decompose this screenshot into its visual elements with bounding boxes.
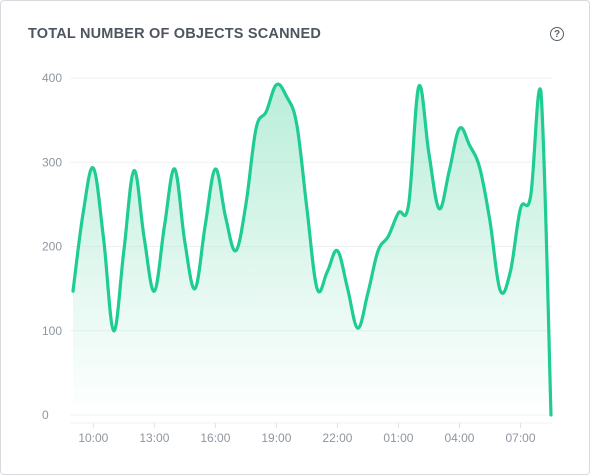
data-point[interactable] — [202, 222, 208, 228]
data-point[interactable] — [121, 248, 127, 254]
data-point[interactable] — [395, 210, 401, 216]
x-tick-label: 01:00 — [383, 431, 413, 445]
data-point[interactable] — [284, 94, 290, 100]
x-tick-label: 19:00 — [261, 431, 291, 445]
data-point[interactable] — [172, 166, 178, 172]
question-circle-icon[interactable]: ? — [550, 27, 564, 41]
data-point[interactable] — [70, 288, 76, 294]
data-point[interactable] — [375, 248, 381, 254]
x-tick-label: 16:00 — [200, 431, 230, 445]
x-tick-label: 13:00 — [139, 431, 169, 445]
data-point[interactable] — [426, 151, 432, 157]
y-tick-label: 200 — [42, 240, 62, 254]
data-point[interactable] — [162, 222, 168, 228]
data-point[interactable] — [548, 412, 554, 418]
data-point[interactable] — [273, 82, 279, 88]
data-point[interactable] — [436, 206, 442, 212]
data-point[interactable] — [111, 328, 117, 334]
series-area-fill — [73, 84, 551, 416]
data-point[interactable] — [497, 287, 503, 293]
data-point[interactable] — [141, 235, 147, 241]
data-point[interactable] — [517, 206, 523, 212]
data-point[interactable] — [131, 168, 137, 174]
data-point[interactable] — [314, 286, 320, 292]
x-tick-label: 04:00 — [444, 431, 474, 445]
data-point[interactable] — [101, 235, 107, 241]
data-point[interactable] — [538, 88, 544, 94]
data-point[interactable] — [151, 288, 157, 294]
data-point[interactable] — [80, 210, 86, 216]
data-point[interactable] — [345, 286, 351, 292]
data-point[interactable] — [385, 233, 391, 239]
data-point[interactable] — [243, 201, 249, 207]
data-point[interactable] — [233, 248, 239, 254]
data-point[interactable] — [467, 142, 473, 148]
y-tick-label: 100 — [42, 324, 62, 338]
y-tick-label: 0 — [42, 408, 49, 422]
data-point[interactable] — [528, 193, 534, 199]
data-point[interactable] — [507, 269, 513, 275]
data-point[interactable] — [90, 165, 96, 171]
data-point[interactable] — [304, 206, 310, 212]
data-point[interactable] — [263, 109, 269, 115]
x-tick-label: 10:00 — [78, 431, 108, 445]
data-point[interactable] — [487, 218, 493, 224]
data-point[interactable] — [212, 166, 218, 172]
data-point[interactable] — [324, 269, 330, 275]
data-point[interactable] — [223, 214, 229, 220]
y-tick-label: 400 — [42, 71, 62, 85]
data-point[interactable] — [416, 83, 422, 89]
x-tick-label: 07:00 — [505, 431, 535, 445]
data-point[interactable] — [253, 126, 259, 132]
data-point[interactable] — [365, 290, 371, 296]
data-point[interactable] — [182, 239, 188, 245]
data-point[interactable] — [406, 201, 412, 207]
data-point[interactable] — [355, 325, 361, 331]
data-point[interactable] — [477, 165, 483, 171]
data-point[interactable] — [456, 126, 462, 132]
x-tick-label: 22:00 — [322, 431, 352, 445]
chart-title: TOTAL NUMBER OF OBJECTS SCANNED — [28, 26, 321, 42]
series-line[interactable] — [71, 82, 553, 417]
y-tick-label: 300 — [42, 155, 62, 169]
data-point[interactable] — [192, 286, 198, 292]
data-point[interactable] — [334, 248, 340, 254]
data-point[interactable] — [446, 168, 452, 174]
data-point[interactable] — [294, 121, 300, 127]
